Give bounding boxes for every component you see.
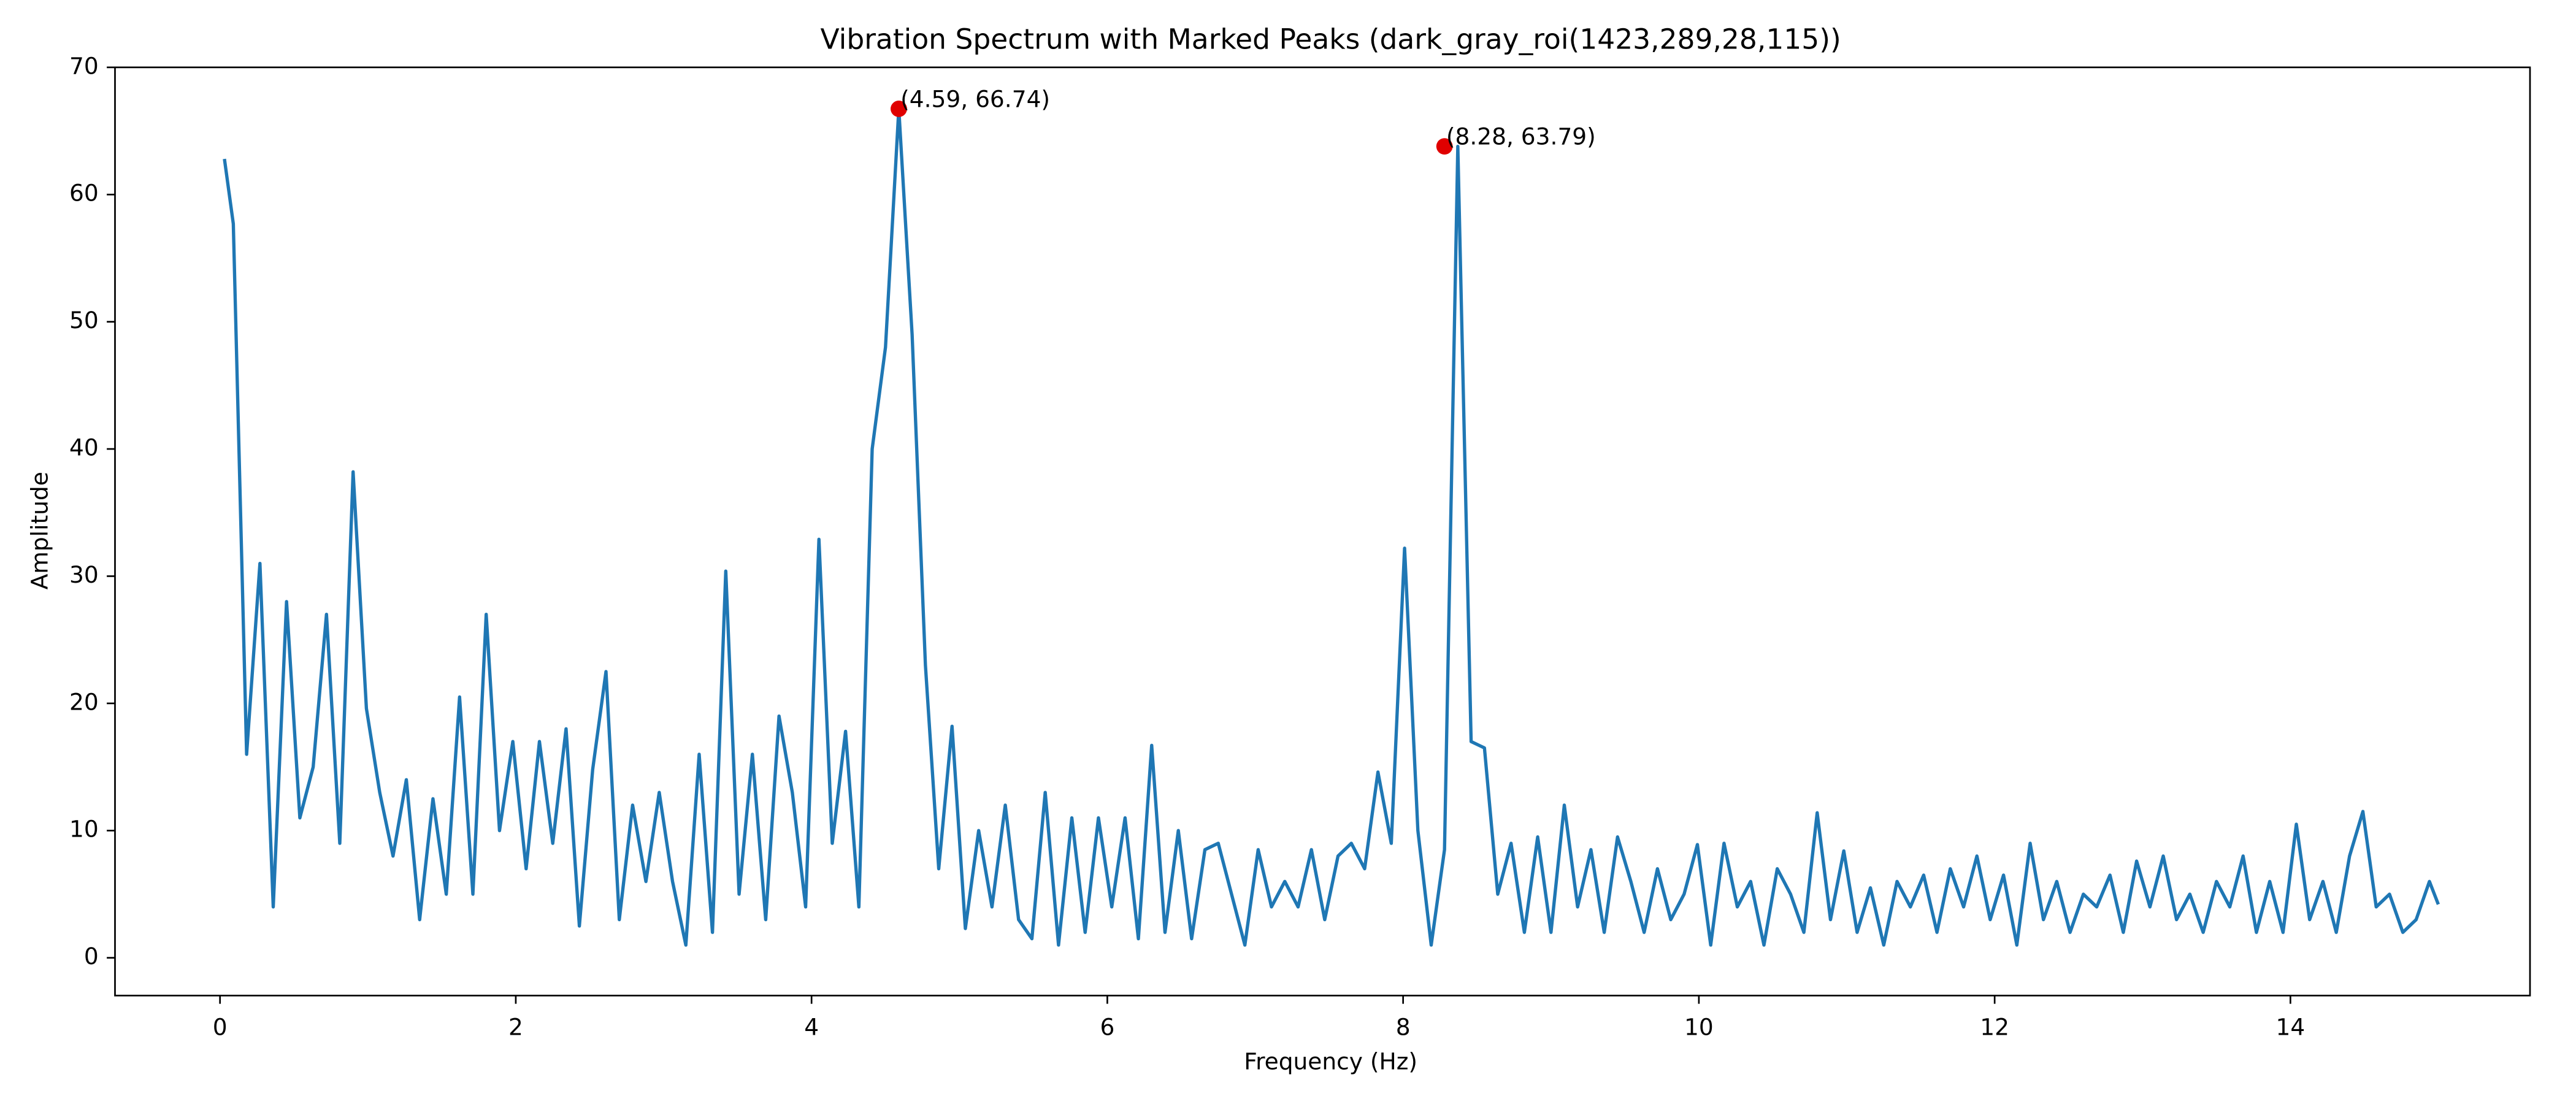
x-tick-label: 6 [1100,1013,1114,1040]
y-axis-label: Amplitude [26,472,53,589]
peak-label: (4.59, 66.74) [900,86,1050,113]
peak-marker [1436,138,1453,155]
y-tick-label: 70 [69,52,99,79]
peak-marker [891,101,907,117]
spectrum-line [223,107,2440,947]
x-tick-label: 0 [213,1013,228,1040]
x-tick-label: 10 [1684,1013,1714,1040]
x-tick-label: 12 [1980,1013,2009,1040]
y-tick-label: 60 [69,180,99,207]
x-tick-label: 4 [804,1013,819,1040]
x-tick-label: 8 [1396,1013,1411,1040]
y-tick-label: 20 [69,688,99,715]
chart-title: Vibration Spectrum with Marked Peaks (da… [821,23,1841,55]
y-tick-label: 0 [84,943,99,970]
x-axis-label: Frequency (Hz) [1244,1048,1417,1075]
plot-frame [114,66,2531,997]
peak-label: (8.28, 63.79) [1446,123,1596,150]
y-tick-label: 50 [69,307,99,334]
y-tick-label: 30 [69,561,99,588]
y-tick-label: 10 [69,816,99,843]
y-tick-label: 40 [69,434,99,461]
x-tick-label: 14 [2276,1013,2306,1040]
x-tick-label: 2 [508,1013,523,1040]
